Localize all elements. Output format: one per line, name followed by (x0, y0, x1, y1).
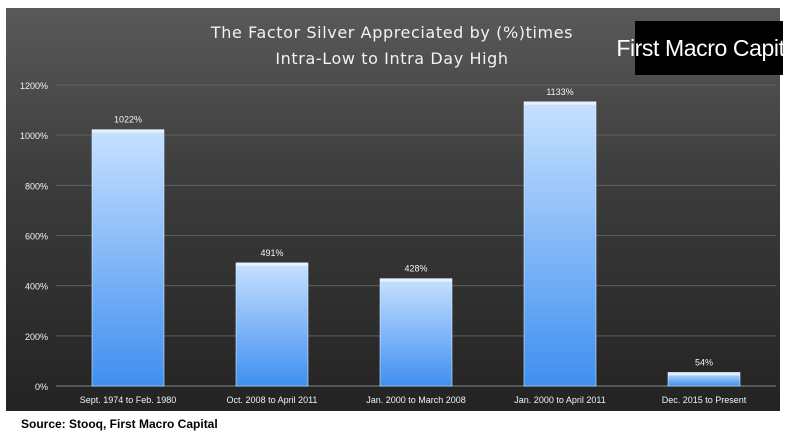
y-tick-label: 600% (25, 232, 48, 242)
y-tick-label: 1200% (20, 81, 48, 91)
data-label: 54% (695, 357, 713, 367)
brand-logo: First Macro Capital (616, 21, 792, 75)
data-label: 491% (260, 248, 283, 258)
y-tick-label: 400% (25, 282, 48, 292)
y-tick-label: 1000% (20, 131, 48, 141)
bar-highlight (524, 101, 596, 105)
x-tick-label: Jan. 2000 to April 2011 (514, 395, 605, 405)
bar-highlight (668, 372, 740, 376)
chart-title: The Factor Silver Appreciated by (%)time… (210, 23, 573, 42)
x-tick-label: Jan. 2000 to March 2008 (366, 395, 466, 405)
chart-panel: The Factor Silver Appreciated by (%)time… (6, 8, 792, 411)
brand-logo-text: First Macro Capital (616, 34, 792, 61)
x-tick-label: Dec. 2015 to Present (662, 395, 747, 405)
data-label: 1133% (546, 87, 573, 97)
source-note: Source: Stooq, First Macro Capital (21, 417, 218, 431)
bar (91, 129, 165, 387)
data-label: 428% (404, 264, 427, 274)
bar-highlight (380, 278, 452, 282)
x-tick-label: Sept. 1974 to Feb. 1980 (80, 395, 177, 405)
bar (379, 278, 453, 387)
bar (235, 262, 309, 387)
grid-layer (56, 84, 776, 387)
chart-subtitle: Intra-Low to Intra Day High (275, 49, 508, 68)
bar (523, 101, 597, 387)
x-axis: Sept. 1974 to Feb. 1980 Oct. 2008 to Apri… (80, 395, 747, 405)
y-axis: 0% 200% 400% 600% 800% 1000% 1200% (20, 81, 48, 392)
data-label: 1022% (114, 115, 142, 125)
chart-canvas: The Factor Silver Appreciated by (%)time… (20, 23, 776, 405)
bar-highlight (92, 129, 164, 133)
x-tick-label: Oct. 2008 to April 2011 (227, 395, 318, 405)
y-tick-label: 200% (25, 332, 48, 342)
bar-highlight (236, 262, 308, 266)
y-tick-label: 800% (25, 181, 48, 191)
bar-layer: 1022% 491% 428% 1133% 54% (91, 87, 741, 387)
y-tick-label: 0% (35, 382, 48, 392)
